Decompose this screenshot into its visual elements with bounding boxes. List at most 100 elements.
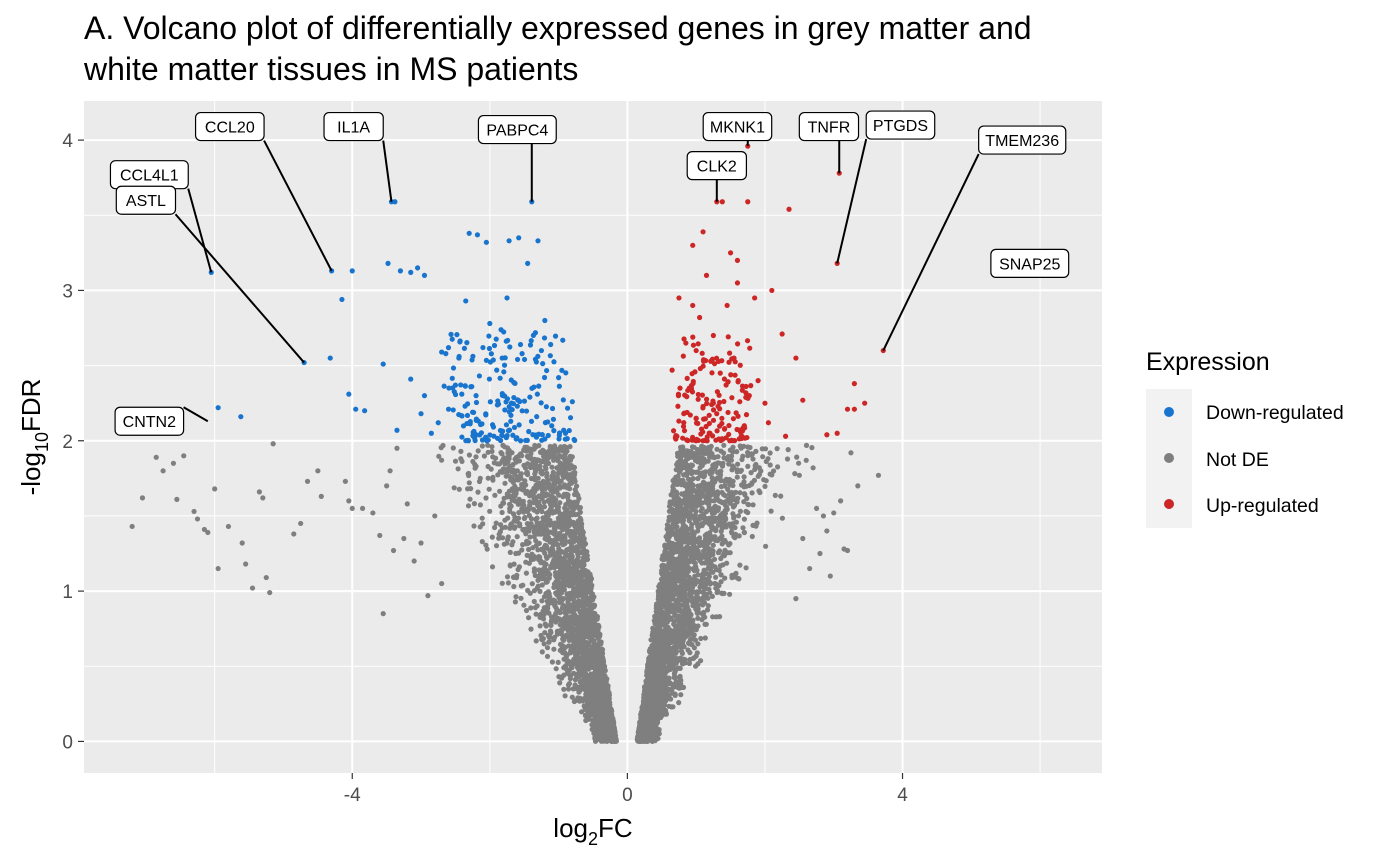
not-de-point xyxy=(682,594,688,600)
not-de-point xyxy=(524,526,530,532)
not-de-point xyxy=(709,466,715,473)
not-de-point xyxy=(455,466,461,472)
not-de-point xyxy=(569,665,575,671)
not-de-point xyxy=(594,615,600,621)
not-de-point xyxy=(681,616,687,622)
not-de-point xyxy=(701,569,707,575)
not-de-point xyxy=(644,687,650,693)
not-de-point xyxy=(668,629,674,636)
not-de-point xyxy=(503,473,509,479)
not-de-point xyxy=(693,606,699,612)
not-de-point xyxy=(650,635,656,641)
not-de-point xyxy=(774,446,780,452)
not-de-point xyxy=(671,520,677,526)
not-de-point xyxy=(681,546,687,552)
not-de-point xyxy=(729,529,735,535)
not-de-point xyxy=(729,447,735,453)
not-de-point xyxy=(534,525,540,531)
not-de-point xyxy=(705,444,712,451)
not-de-point xyxy=(740,525,746,531)
not-de-point xyxy=(693,499,700,505)
not-de-point xyxy=(451,485,457,491)
not-de-point xyxy=(502,517,508,523)
not-de-point xyxy=(692,512,699,518)
not-de-point xyxy=(741,474,747,480)
not-de-point xyxy=(721,442,727,448)
not-de-point xyxy=(483,495,489,501)
not-de-point xyxy=(465,486,471,492)
not-de-point xyxy=(680,460,686,466)
not-de-point xyxy=(763,543,769,549)
not-de-point xyxy=(767,462,773,468)
not-de-point xyxy=(509,542,515,548)
not-de-point xyxy=(719,489,725,496)
not-de-point xyxy=(471,523,477,529)
not-de-point xyxy=(509,497,515,503)
not-de-point xyxy=(532,442,538,449)
not-de-point xyxy=(717,614,723,620)
not-de-point xyxy=(458,448,464,454)
not-de-point xyxy=(682,578,688,584)
not-de-point xyxy=(796,460,802,466)
not-de-point xyxy=(511,525,517,531)
not-de-point xyxy=(579,709,585,715)
not-de-point xyxy=(566,553,573,559)
not-de-point xyxy=(762,483,768,489)
not-de-point xyxy=(730,478,736,484)
not-de-point xyxy=(556,545,562,552)
not-de-point xyxy=(699,560,705,566)
not-de-point xyxy=(539,469,545,475)
not-de-point xyxy=(763,458,769,465)
not-de-point xyxy=(668,704,675,710)
not-de-point xyxy=(727,550,733,556)
not-de-point xyxy=(533,638,539,644)
not-de-point xyxy=(669,608,676,614)
not-de-point xyxy=(661,639,667,645)
not-de-point xyxy=(697,465,703,471)
not-de-point xyxy=(687,650,693,656)
not-de-point xyxy=(479,515,485,521)
not-de-point xyxy=(750,502,756,508)
not-de-point xyxy=(673,591,679,597)
not-de-point xyxy=(744,495,750,502)
not-de-point xyxy=(722,521,728,527)
not-de-point xyxy=(576,689,582,695)
not-de-point xyxy=(707,553,713,559)
not-de-point xyxy=(489,564,496,570)
not-de-point xyxy=(527,464,534,471)
not-de-point xyxy=(705,565,712,572)
not-de-point xyxy=(566,559,572,565)
not-de-point xyxy=(707,548,713,554)
not-de-point xyxy=(510,488,517,494)
not-de-point xyxy=(542,630,548,636)
not-de-point xyxy=(507,474,513,480)
not-de-point xyxy=(456,486,462,492)
not-de-point xyxy=(665,625,671,631)
not-de-point xyxy=(685,568,691,575)
not-de-point xyxy=(541,641,547,647)
not-de-point xyxy=(704,607,711,613)
not-de-point xyxy=(661,707,667,713)
not-de-point xyxy=(706,586,712,592)
not-de-point xyxy=(690,531,696,537)
not-de-point xyxy=(672,674,678,680)
not-de-point xyxy=(684,535,690,542)
not-de-point xyxy=(657,614,664,620)
not-de-point xyxy=(676,685,682,691)
not-de-point xyxy=(567,481,573,487)
not-de-point xyxy=(680,477,686,483)
not-de-point xyxy=(655,680,662,686)
not-de-point xyxy=(663,605,670,611)
not-de-point xyxy=(500,500,506,506)
not-de-point xyxy=(683,448,689,454)
not-de-point xyxy=(711,556,718,562)
not-de-point xyxy=(679,567,685,573)
not-de-point xyxy=(477,502,483,508)
not-de-point xyxy=(662,697,668,703)
not-de-point xyxy=(522,465,529,471)
not-de-point xyxy=(555,552,561,558)
not-de-point xyxy=(543,579,549,585)
not-de-point xyxy=(688,612,694,618)
not-de-point xyxy=(479,443,485,449)
not-de-point xyxy=(571,586,577,592)
